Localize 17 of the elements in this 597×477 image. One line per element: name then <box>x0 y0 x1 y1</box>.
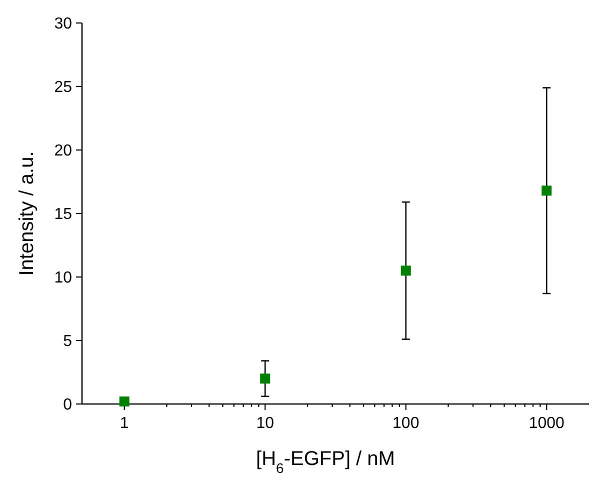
y-tick-label: 15 <box>54 206 72 224</box>
y-tick-label: 5 <box>63 333 72 350</box>
point <box>542 186 552 196</box>
x-axis-title: [H$_{6}$-EGFP] / nM <box>256 448 395 476</box>
point <box>119 396 130 406</box>
y-tick-label: 10 <box>54 270 72 287</box>
y-tick-label: 30 <box>54 16 72 33</box>
y-tick-label: 20 <box>54 142 72 160</box>
point <box>400 266 411 276</box>
point <box>260 374 270 384</box>
x-tick-label: 1 <box>120 415 129 432</box>
y-tick-label: 25 <box>54 79 72 96</box>
x-tick-label: 1000 <box>528 415 565 432</box>
y-axis-title: Intensity / a.u. <box>16 151 38 276</box>
x-tick-label: 10 <box>256 415 274 432</box>
y-tick-label: 0 <box>63 396 72 414</box>
x-tick-label: 100 <box>392 415 420 432</box>
